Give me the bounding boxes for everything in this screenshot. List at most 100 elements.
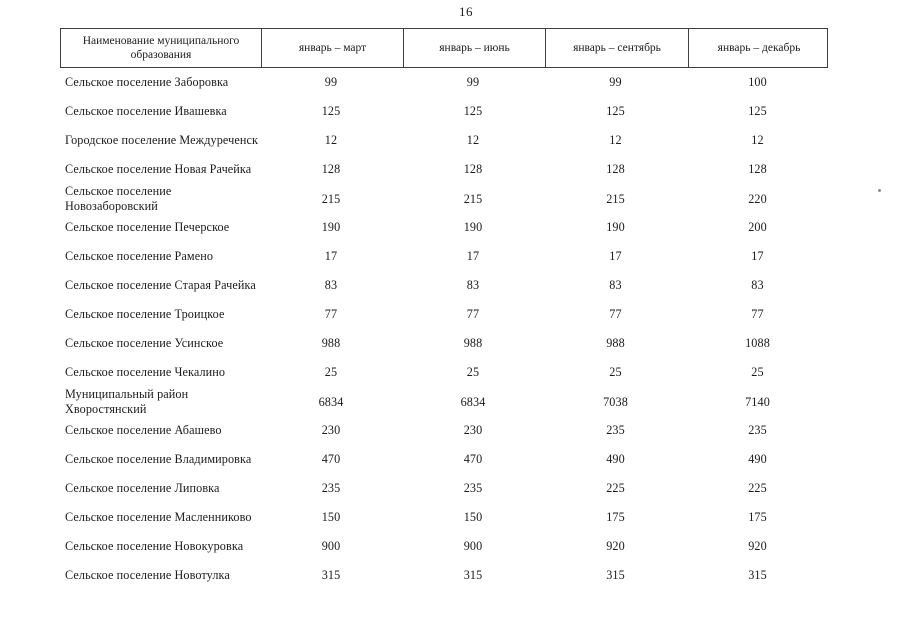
cell-value: 83 [609,278,622,292]
cell-value: 128 [748,162,767,176]
table-row: Сельское поселение Чекалино 25 25 25 25 [60,358,828,387]
municipalities-table: Наименование муниципального образования … [60,28,828,590]
cell-value: 125 [463,104,483,118]
cell-value: 190 [463,220,483,234]
cell-value: 17 [751,249,764,263]
cell-municipality-name: Сельское поселение Заборовка [65,75,229,89]
cell-value: 1088 [745,336,770,350]
cell-value: 12 [609,133,622,147]
cell-value: 190 [606,220,625,234]
table-row: Сельское поселение Печерское 190 190 190 200 [60,213,828,242]
cell-value: 470 [321,452,341,466]
cell-value: 900 [321,539,341,553]
cell-value: 17 [324,249,338,263]
column-header-jan-dec: январь – декабрь [688,29,829,67]
table-row: Сельское поселение Старая Рачейка 83 83 83 8… [60,271,828,300]
cell-municipality-name: Сельское поселение Абашево [65,423,222,437]
cell-value: 12 [751,133,764,147]
cell-municipality-name: Сельское поселение Усинское [65,336,224,350]
cell-value: 175 [606,510,625,524]
cell-municipality-name: Сельское поселение Печерское [65,220,230,234]
table-row: Сельское поселение Троицкое 77 77 77 77 [60,300,828,329]
cell-value: 17 [609,249,622,263]
cell-value: 25 [324,365,338,379]
cell-value: 215 [463,191,483,206]
cell-municipality-name: Сельское поселение Старая Рачейка [65,278,256,292]
table-row: Сельское поселение Заборовка 99 99 99 100 [60,68,828,97]
cell-value: 12 [324,133,338,147]
cell-value: 470 [463,452,483,466]
table-body: Сельское поселение Заборовка 99 99 99 100 Сел… [60,68,828,590]
cell-value: 128 [321,162,341,176]
cell-municipality-name: Сельское поселение Владимировка [65,452,252,466]
cell-value: 200 [748,220,767,234]
cell-municipality-name: Сельское поселение Ивашевка [65,104,227,118]
scan-speck [501,45,503,47]
cell-municipality-name: Сельское поселение Масленниково [65,510,252,524]
cell-value: 490 [606,452,625,466]
cell-value: 25 [466,365,480,379]
table-row: Сельское поселение Рамено 17 17 17 17 [60,242,828,271]
cell-value: 77 [466,307,480,321]
table-row: Сельское поселение Липовка 235 235 225 225 [60,474,828,503]
cell-value: 315 [321,568,341,582]
cell-value: 77 [609,307,622,321]
table-row: Сельское поселение Новотулка 315 315 315 315 [60,561,828,590]
cell-value: 225 [748,481,767,495]
table-row: Сельское поселение Новокуровка 900 900 920 9… [60,532,828,561]
cell-value: 235 [606,423,625,437]
cell-value: 988 [321,336,341,350]
cell-value: 315 [606,568,625,582]
cell-value: 17 [466,249,480,263]
cell-value: 235 [748,423,767,437]
cell-value: 125 [321,104,341,118]
cell-value: 128 [606,162,625,176]
table-row: Сельское поселение Владимировка 470 470 490… [60,445,828,474]
cell-value: 315 [748,568,767,582]
cell-value: 230 [463,423,483,437]
cell-value: 490 [748,452,767,466]
table-header-row: Наименование муниципального образования … [60,28,828,68]
cell-value: 25 [751,365,764,379]
table-row: Сельское поселение Усинское 988 988 988 1088 [60,329,828,358]
cell-value: 77 [751,307,764,321]
cell-value: 12 [466,133,480,147]
cell-municipality-name: Городское поселение Междуреченск [65,133,258,147]
cell-value: 988 [606,336,625,350]
cell-municipality-name: Сельское поселение Чекалино [65,365,226,379]
cell-value: 215 [321,191,341,206]
cell-value: 6834 [460,394,486,409]
table-row: Сельское поселение Новая Рачейка 128 128 12… [60,155,828,184]
cell-municipality-name: Муниципальный район Хворостянский [65,387,189,416]
table-row: Муниципальный район Хворостянский 6834 683… [60,387,828,416]
cell-municipality-name: Сельское поселение Рамено [65,249,214,263]
cell-municipality-name: Сельское поселение Новозаборовский [65,184,172,213]
cell-value: 920 [748,539,767,553]
cell-value: 920 [606,539,625,553]
cell-municipality-name: Сельское поселение Троицкое [65,307,225,321]
cell-value: 99 [324,75,338,89]
cell-value: 235 [463,481,483,495]
cell-value: 235 [321,481,341,495]
cell-value: 6834 [318,394,344,409]
cell-value: 83 [324,278,338,292]
column-header-jan-jun: январь – июнь [403,29,545,67]
table-row: Сельское поселение Масленниково 150 150 175… [60,503,828,532]
cell-municipality-name: Сельское поселение Новотулка [65,568,230,582]
cell-value: 220 [748,191,767,206]
table-row: Сельское поселение Новозаборовский 215 215… [60,184,828,213]
cell-value: 150 [321,510,341,524]
table-row: Сельское поселение Ивашевка 125 125 125 125 [60,97,828,126]
cell-value: 83 [751,278,764,292]
cell-value: 988 [463,336,483,350]
cell-value: 215 [606,191,625,206]
cell-value: 900 [463,539,483,553]
cell-value: 99 [609,75,622,89]
cell-value: 315 [463,568,483,582]
cell-value: 230 [321,423,341,437]
cell-value: 99 [466,75,480,89]
cell-value: 25 [609,365,622,379]
scan-speck [878,189,881,192]
table-row: Городское поселение Междуреченск 12 12 12 12 [60,126,828,155]
